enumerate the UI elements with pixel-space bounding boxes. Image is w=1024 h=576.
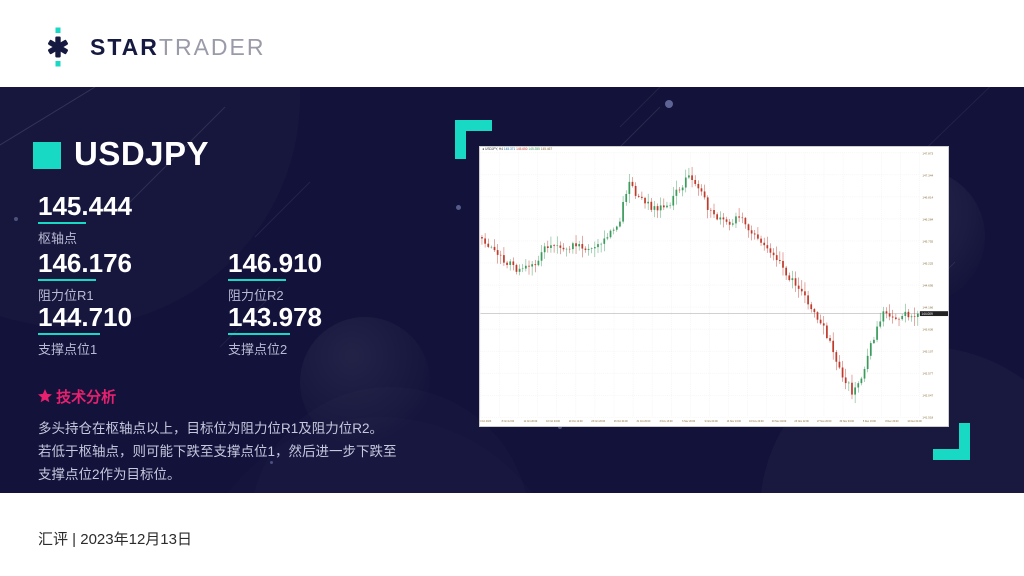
svg-text:146.284: 146.284 [922, 217, 933, 221]
svg-text:8 Oct 12:00: 8 Oct 12:00 [502, 420, 515, 423]
svg-text:144.695: 144.695 [922, 284, 933, 288]
svg-text:142.577: 142.577 [922, 372, 933, 376]
svg-text:26 Oct 04:00: 26 Oct 04:00 [614, 420, 629, 423]
svg-text:142.047: 142.047 [922, 394, 933, 398]
svg-text:11 Oct 20:00: 11 Oct 20:00 [524, 420, 538, 423]
svg-text:147.344: 147.344 [922, 173, 933, 177]
svg-text:23 Oct 20:00: 23 Oct 20:00 [591, 420, 606, 423]
svg-text:● USDJPY, H4 145.371 145.650: ● USDJPY, H4 145.371 145.650 145.355 145… [482, 147, 552, 151]
svg-text:31 Oct 20:00: 31 Oct 20:00 [636, 420, 651, 423]
svg-text:8 Dec 20:00: 8 Dec 20:00 [885, 420, 899, 423]
svg-text:16 Nov 20:00: 16 Nov 20:00 [749, 420, 764, 423]
svg-text:30 Nov 04:00: 30 Nov 04:00 [840, 420, 855, 423]
svg-text:146.814: 146.814 [922, 195, 933, 199]
svg-text:16 Oct 04:00: 16 Oct 04:00 [546, 420, 561, 423]
svg-text:147.873: 147.873 [922, 151, 933, 155]
svg-text:3 Nov 13:00: 3 Nov 13:00 [659, 420, 673, 423]
svg-text:143.107: 143.107 [922, 350, 933, 354]
svg-text:20 Nov 04:00: 20 Nov 04:00 [772, 420, 787, 423]
svg-text:5 Dec 13:00: 5 Dec 13:00 [863, 420, 877, 423]
svg-text:141.518: 141.518 [922, 416, 933, 420]
svg-text:9 Nov 04:00: 9 Nov 04:00 [705, 420, 719, 423]
svg-text:143.636: 143.636 [922, 328, 933, 332]
svg-text:23 Nov 12:00: 23 Nov 12:00 [794, 420, 809, 423]
svg-text:6 Nov 20:00: 6 Nov 20:00 [682, 420, 696, 423]
svg-text:12 Dec 04:00: 12 Dec 04:00 [907, 420, 922, 423]
svg-text:144.009: 144.009 [921, 312, 933, 316]
svg-text:144.166: 144.166 [922, 306, 933, 310]
svg-text:5 Oct 2023: 5 Oct 2023 [479, 420, 492, 423]
svg-text:27 Nov 20:00: 27 Nov 20:00 [817, 420, 832, 423]
svg-text:145.225: 145.225 [922, 261, 933, 265]
svg-text:19 Oct 12:00: 19 Oct 12:00 [569, 420, 584, 423]
svg-text:145.755: 145.755 [922, 239, 933, 243]
svg-text:13 Nov 13:00: 13 Nov 13:00 [727, 420, 742, 423]
